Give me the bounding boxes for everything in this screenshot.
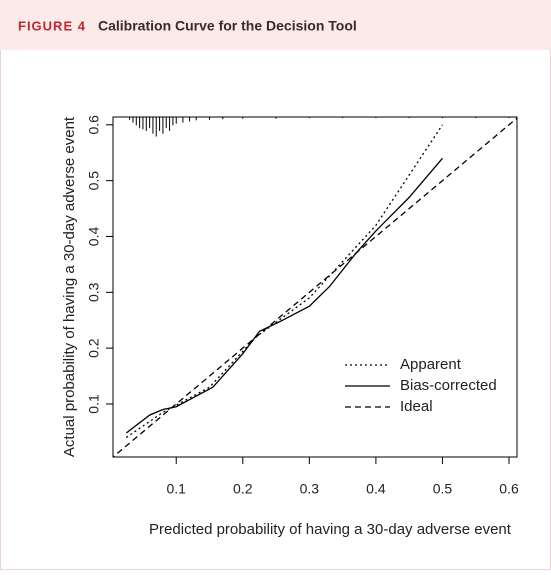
y-tick-label: 0.2 [86, 338, 102, 358]
x-tick-label: 0.4 [366, 481, 386, 497]
y-tick-label: 0.6 [86, 115, 102, 135]
x-axis-label: Predicted probability of having a 30-day… [149, 521, 512, 538]
y-tick-label: 0.1 [86, 394, 102, 414]
y-axis-label: Actual probability of having a 30-day ad… [61, 116, 78, 457]
figure-title: Calibration Curve for the Decision Tool [98, 18, 357, 34]
legend-label: Bias-corrected [400, 377, 497, 394]
y-tick-label: 0.4 [86, 227, 102, 247]
series-line [125, 157, 443, 434]
plot-area [113, 117, 517, 457]
x-tick-label: 0.6 [499, 481, 519, 497]
x-tick-label: 0.3 [300, 481, 320, 497]
x-tick-label: 0.5 [433, 481, 453, 497]
plot-frame [112, 116, 518, 458]
x-tick-label: 0.2 [233, 481, 253, 497]
header-band [0, 0, 551, 50]
x-tick-label: 0.1 [166, 481, 186, 497]
figure-label: FIGURE 4 [18, 18, 86, 33]
legend-label: Ideal [400, 398, 433, 415]
legend-label: Apparent [400, 356, 462, 373]
y-tick-label: 0.3 [86, 282, 102, 302]
y-tick-label: 0.5 [86, 171, 102, 191]
